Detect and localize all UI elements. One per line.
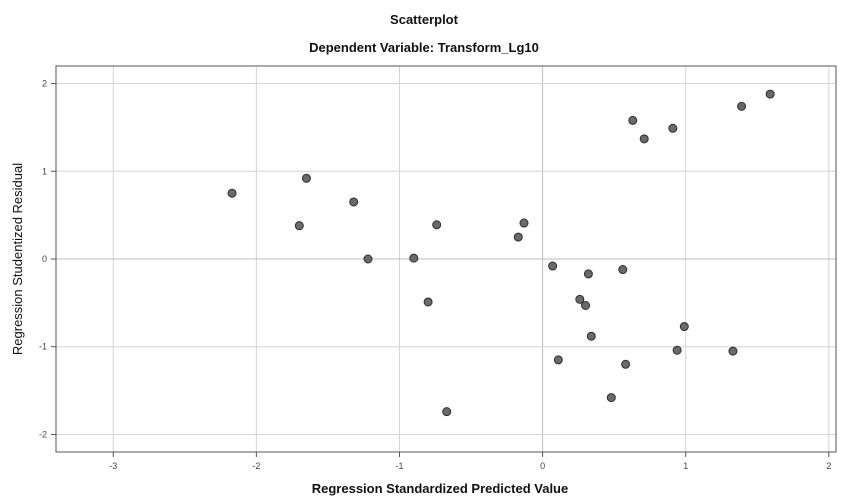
- grid-layer: [56, 66, 836, 452]
- data-point: [621, 359, 631, 369]
- data-point: [728, 346, 738, 356]
- data-point: [679, 322, 689, 332]
- y-tick-label: -2: [39, 429, 47, 439]
- y-tick-label: 2: [42, 79, 47, 89]
- chart-title: Scatterplot: [390, 12, 459, 27]
- x-tick-label: 1: [683, 461, 688, 471]
- data-point: [586, 331, 596, 341]
- x-tick-label: 0: [540, 461, 545, 471]
- x-axis-label: Regression Standardized Predicted Value: [312, 481, 568, 496]
- chart-subtitle: Dependent Variable: Transform_Lg10: [309, 40, 539, 55]
- data-point: [581, 300, 591, 310]
- data-point: [548, 261, 558, 271]
- data-points: [227, 89, 775, 417]
- data-point: [765, 89, 775, 99]
- data-point: [583, 269, 593, 279]
- x-tick-label: -2: [252, 461, 260, 471]
- data-point: [737, 101, 747, 111]
- data-point: [409, 253, 419, 263]
- data-point: [227, 188, 237, 198]
- data-point: [294, 221, 304, 231]
- data-point: [628, 115, 638, 125]
- data-point: [553, 355, 563, 365]
- y-tick-label: -1: [39, 342, 47, 352]
- data-point: [639, 134, 649, 144]
- data-point: [363, 254, 373, 264]
- x-tick-label: -1: [395, 461, 403, 471]
- y-tick-label: 1: [42, 166, 47, 176]
- data-point: [442, 407, 452, 417]
- data-point: [668, 123, 678, 133]
- data-point: [301, 173, 311, 183]
- data-point: [606, 393, 616, 403]
- data-point: [432, 220, 442, 230]
- data-point: [672, 345, 682, 355]
- data-point: [618, 265, 628, 275]
- data-point: [575, 294, 585, 304]
- y-tick-label: 0: [42, 254, 47, 264]
- x-tick-label: 2: [826, 461, 831, 471]
- y-axis-label: Regression Studentized Residual: [10, 163, 25, 355]
- data-point: [513, 232, 523, 242]
- x-tick-label: -3: [109, 461, 117, 471]
- data-point: [519, 218, 529, 228]
- data-point: [349, 197, 359, 207]
- data-point: [423, 297, 433, 307]
- tick-labels: -3 -2 -1 0 1 2 -2 -1 0 1 2: [39, 79, 831, 471]
